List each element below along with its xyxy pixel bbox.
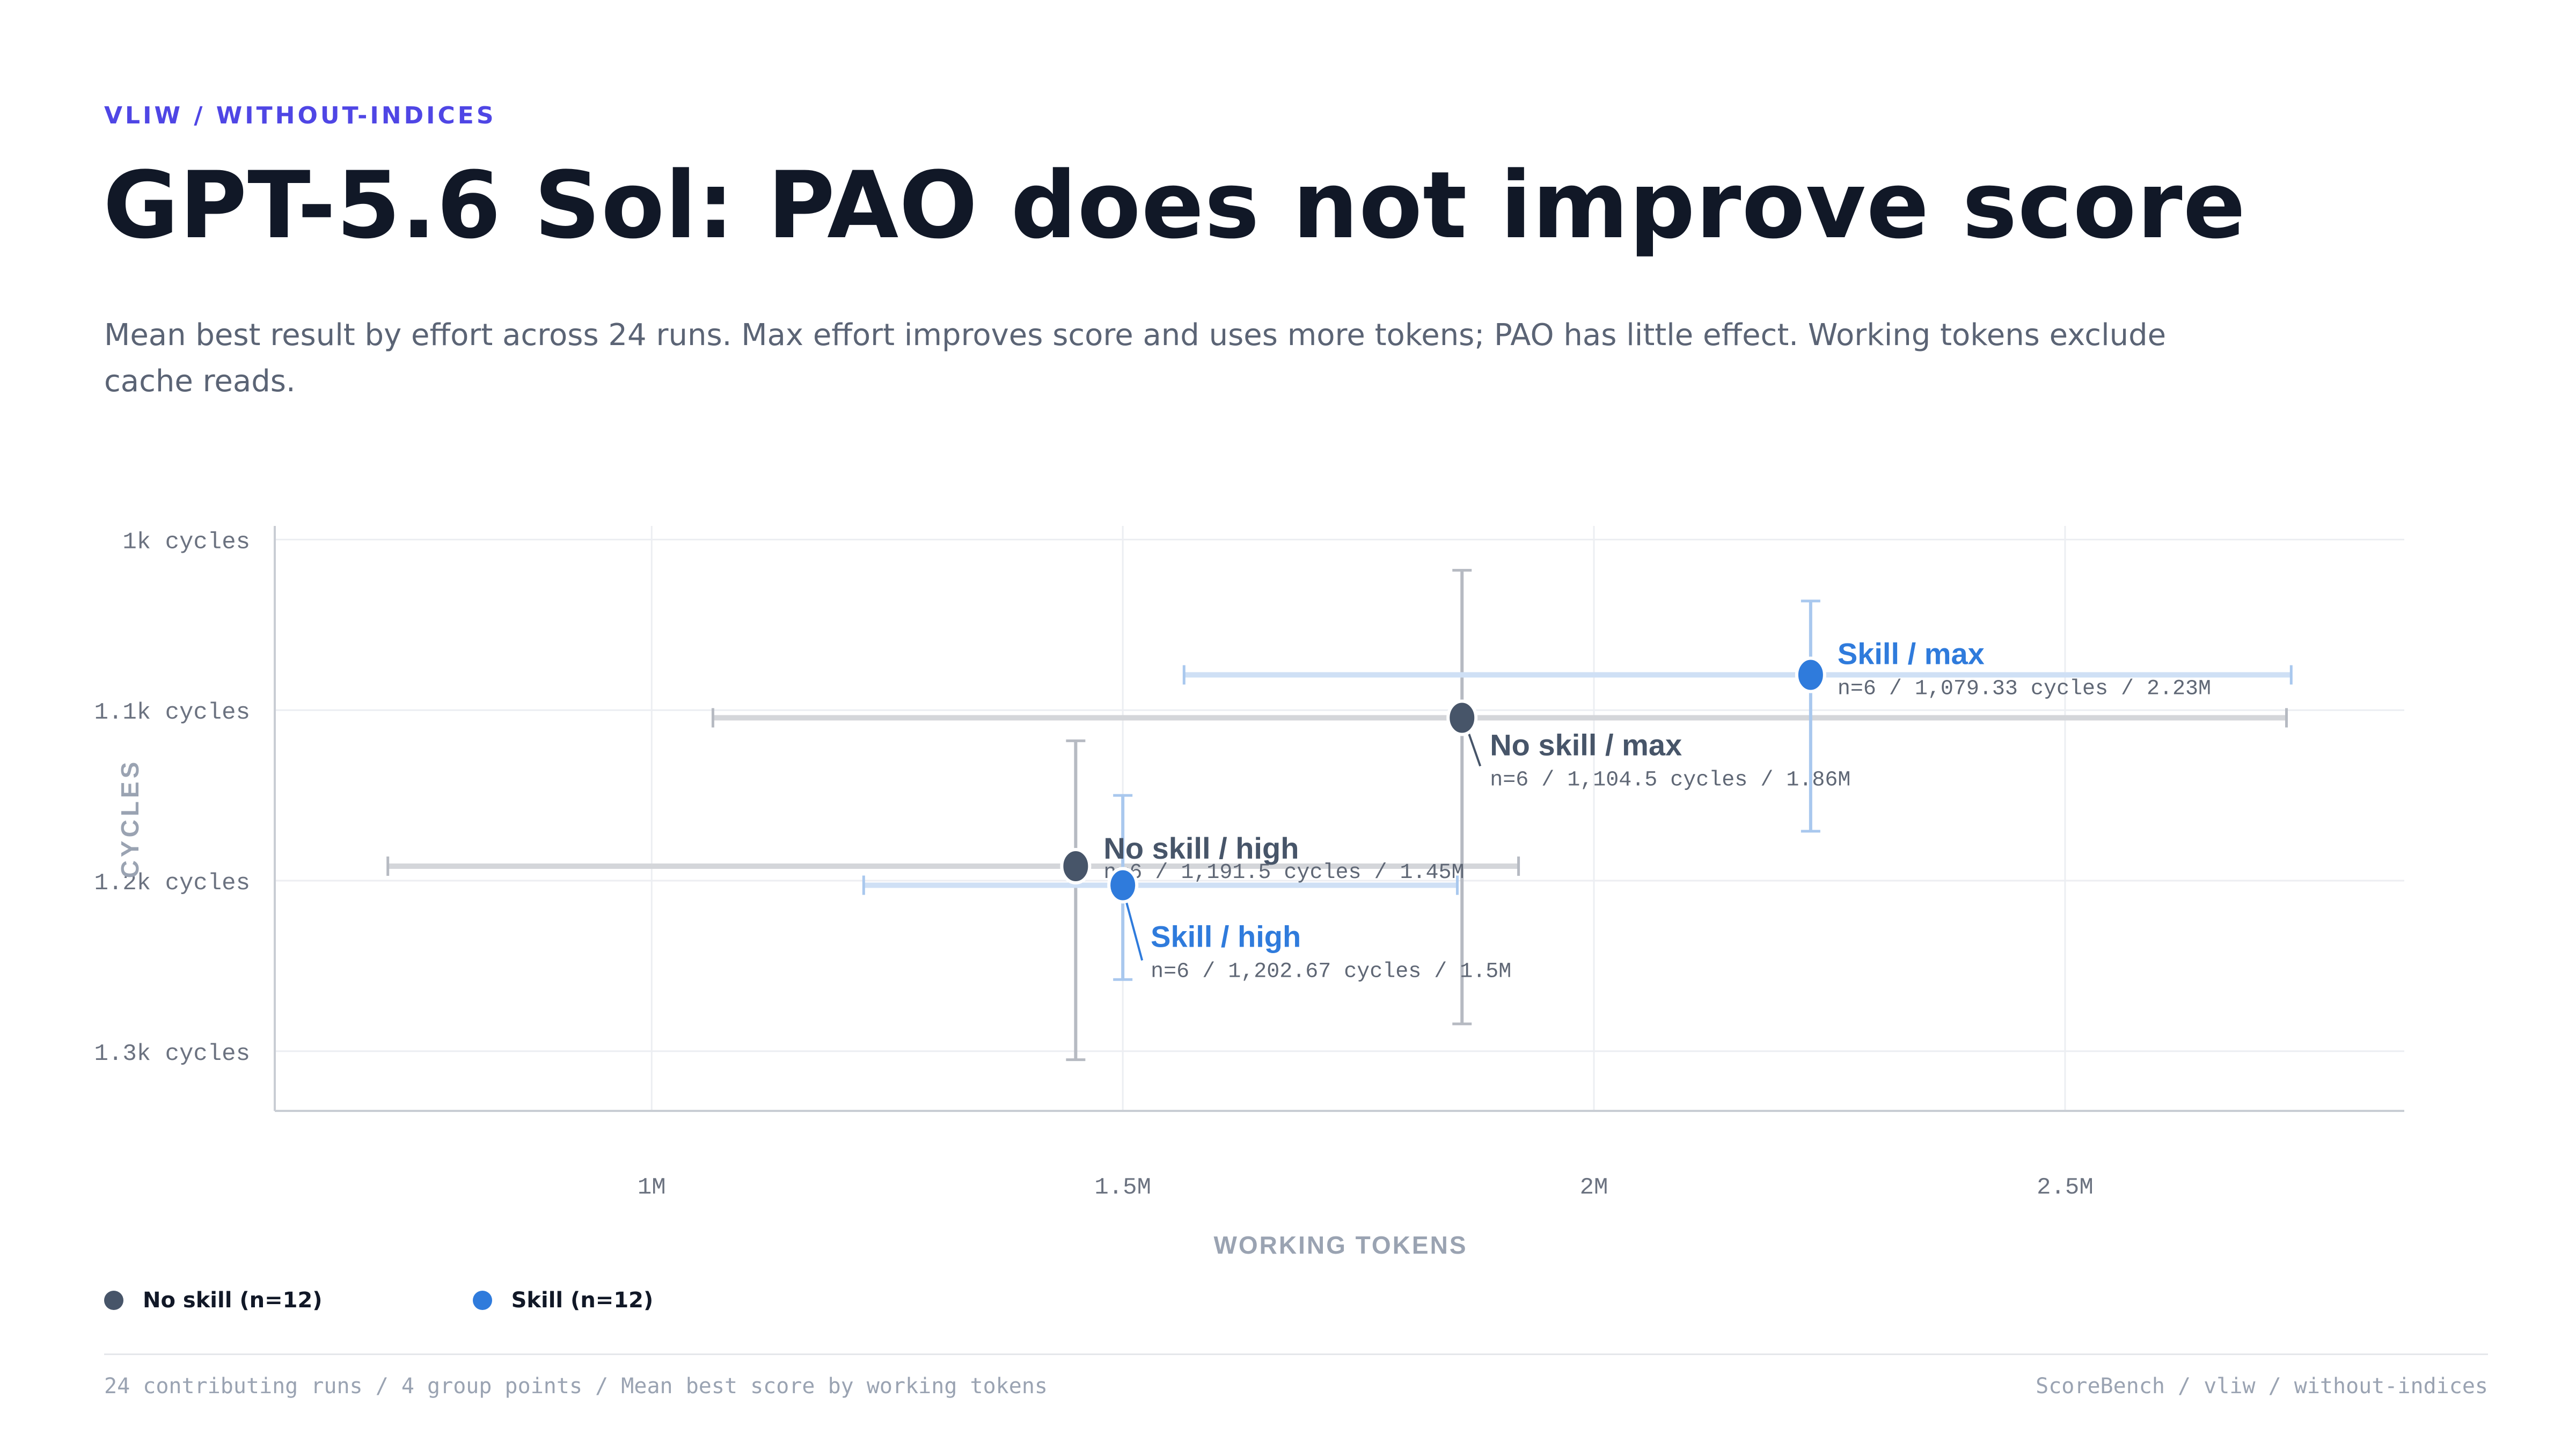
- point-label: No skill / high: [1103, 831, 1299, 865]
- point-detail: n=6 / 1,202.67 cycles / 1.5M: [1151, 960, 1511, 984]
- legend-label-no-skill: No skill (n=12): [143, 1288, 323, 1313]
- point-label: No skill / max: [1490, 728, 1682, 762]
- legend-item-no-skill[interactable]: No skill (n=12): [104, 1288, 323, 1313]
- y-tick-label: 1.2k cycles: [94, 870, 250, 897]
- legend-marker-no-skill: [104, 1291, 123, 1310]
- point-detail: n=6 / 1,104.5 cycles / 1.86M: [1490, 769, 1850, 793]
- data-point: [1060, 847, 1092, 884]
- footer-divider: [104, 1353, 2488, 1355]
- data-point: [1107, 867, 1139, 904]
- x-tick-label: 1M: [638, 1174, 666, 1201]
- point-label: Skill / high: [1151, 919, 1301, 953]
- chart-kicker: VLIW / WITHOUT-INDICES: [104, 102, 496, 129]
- y-tick-label: 1.1k cycles: [94, 699, 250, 726]
- x-axis-title: WORKING TOKENS: [1213, 1231, 1467, 1259]
- scatter-chart: 1k cycles 1.1k cycles 1.2k cycles 1.3k cycl…: [94, 526, 2404, 1259]
- y-tick-label: 1k cycles: [122, 529, 250, 555]
- label-leader-line: [1123, 892, 1144, 961]
- chart-title: GPT-5.6 Sol: PAO does not improve score: [103, 151, 2246, 259]
- legend-marker-skill: [472, 1291, 492, 1310]
- y-tick-label: 1.3k cycles: [94, 1041, 250, 1067]
- point-detail: n=6 / 1,191.5 cycles / 1.45M: [1103, 861, 1464, 885]
- legend-item-skill[interactable]: Skill (n=12): [472, 1288, 654, 1313]
- point-label: Skill / max: [1838, 637, 1985, 671]
- point-detail: n=6 / 1,079.33 cycles / 2.23M: [1838, 677, 2211, 701]
- y-axis-title: CYCLES: [116, 759, 144, 879]
- chart-subtitle: Mean best result by effort across 24 run…: [104, 318, 2167, 399]
- x-tick-label: 1.5M: [1094, 1174, 1151, 1201]
- x-tick-label: 2.5M: [2037, 1174, 2094, 1201]
- footer-caption: 24 contributing runs / 4 group points / …: [104, 1374, 1048, 1399]
- legend-label-skill: Skill (n=12): [511, 1288, 654, 1313]
- data-point: [1795, 656, 1826, 693]
- footer-source: ScoreBench / vliw / without-indices: [2036, 1374, 2488, 1399]
- data-point: [1446, 699, 1478, 736]
- chart-legend: No skill (n=12) Skill (n=12): [104, 1288, 803, 1313]
- x-tick-label: 2M: [1580, 1174, 1608, 1201]
